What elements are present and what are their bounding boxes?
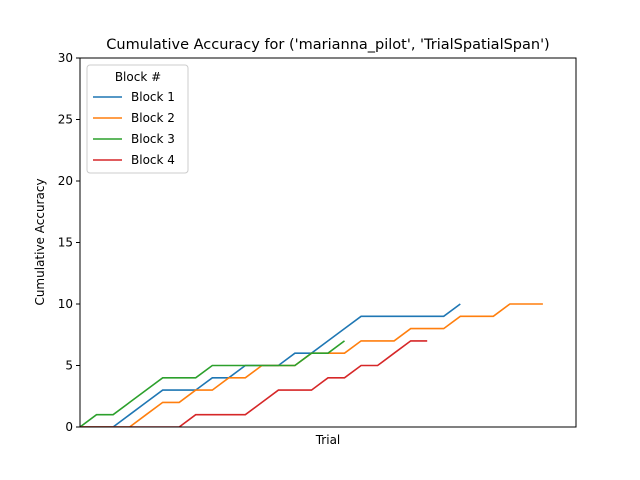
chart-title: Cumulative Accuracy for ('marianna_pilot… (106, 37, 549, 53)
legend-entry-label: Block 3 (131, 132, 175, 146)
y-tick-label: 15 (58, 236, 73, 250)
series-line-block-4 (80, 340, 428, 427)
y-axis-label: Cumulative Accuracy (33, 178, 47, 305)
legend-entry-label: Block 1 (131, 90, 175, 104)
legend-box (86, 64, 189, 174)
legend-entry-label: Block 2 (131, 111, 175, 125)
y-tick-label: 20 (58, 174, 73, 188)
series-line-block-2 (80, 303, 543, 427)
legend-title: Block # (115, 70, 161, 84)
y-tick-label: 5 (65, 359, 73, 373)
plot-frame (79, 57, 577, 428)
legend: Block # Block 1 Block 2 Block 3 Block 4 (86, 64, 189, 174)
y-axis-ticks: 0 5 10 15 20 25 30 (58, 51, 80, 434)
plot-area (80, 303, 543, 427)
y-tick-label: 30 (58, 51, 73, 65)
y-tick-label: 0 (65, 420, 73, 434)
legend-entry-label: Block 4 (131, 153, 175, 167)
y-tick-label: 25 (58, 113, 73, 127)
y-tick-label: 10 (58, 297, 73, 311)
x-axis-label: Trial (315, 433, 341, 447)
series-line-block-3 (80, 340, 345, 427)
